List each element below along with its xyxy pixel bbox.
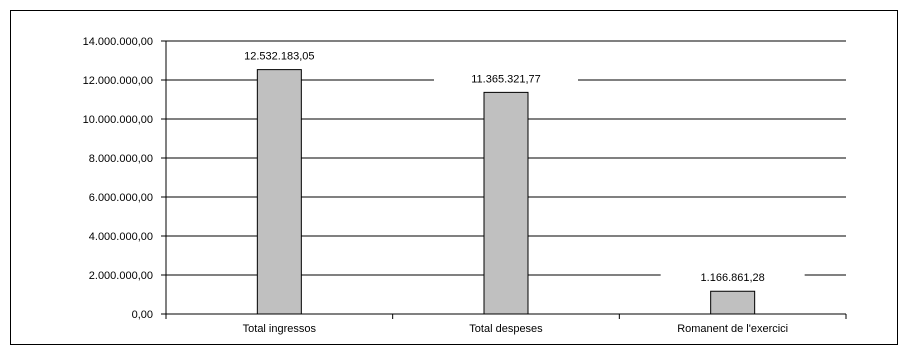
bar-2 (483, 91, 529, 315)
y-tick-label: 14.000.000,00 (83, 36, 153, 48)
y-tick-label: 6.000.000,00 (89, 192, 153, 204)
category-label-3: Romanent de l'exercici (677, 323, 788, 335)
bar-1 (256, 69, 302, 315)
data-label-background (660, 269, 805, 286)
data-label-3: 1.166.861,28 (701, 272, 765, 284)
y-tick-label: 12.000.000,00 (83, 75, 153, 87)
chart-frame (10, 10, 898, 345)
y-tick-label: 10.000.000,00 (83, 114, 153, 126)
data-label-1: 12.532.183,05 (244, 51, 314, 63)
category-label-2: Total despeses (469, 323, 543, 335)
data-label-2: 11.365.321,77 (471, 73, 541, 85)
y-tick-label: 2.000.000,00 (89, 270, 153, 282)
y-tick-label: 4.000.000,00 (89, 231, 153, 243)
y-tick-label: 8.000.000,00 (89, 153, 153, 165)
category-label-1: Total ingressos (243, 323, 317, 335)
data-label-background (207, 47, 352, 64)
bar-3 (710, 290, 756, 315)
data-label-background (434, 70, 578, 87)
y-tick-label: 0,00 (132, 309, 153, 321)
